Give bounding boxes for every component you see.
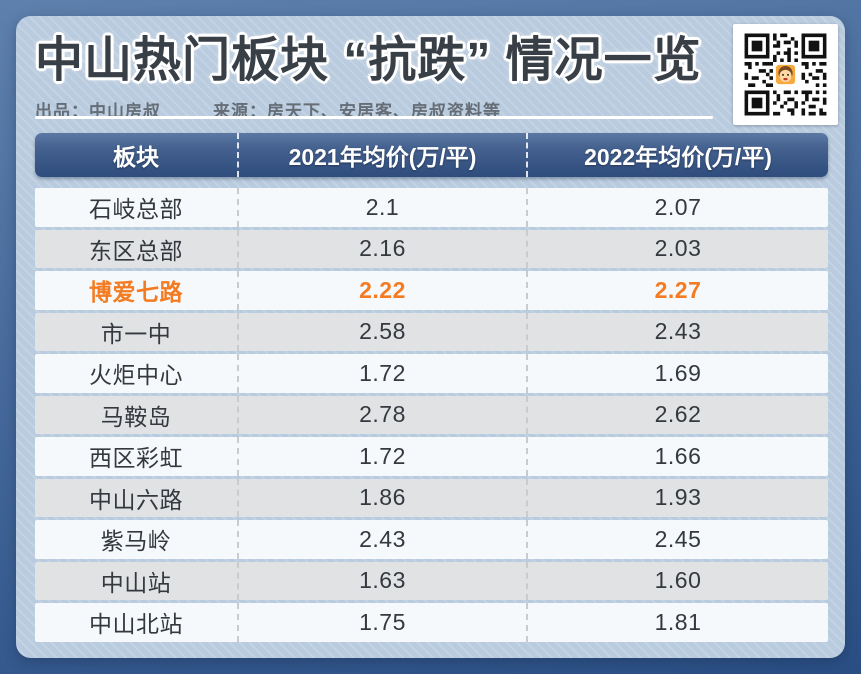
price-2022: 1.69 bbox=[526, 354, 828, 393]
sector-name: 博爱七路 bbox=[89, 279, 183, 306]
sector-name: 东区总部 bbox=[89, 237, 183, 264]
price-2021: 1.63 bbox=[237, 561, 526, 600]
price-2022: 2.43 bbox=[526, 312, 828, 351]
price-2022: 2.03 bbox=[526, 229, 828, 268]
table-row: 马鞍岛 2.78 2.62 bbox=[35, 395, 828, 434]
sector-name: 马鞍岛 bbox=[100, 403, 172, 430]
price-2021: 2.58 bbox=[237, 312, 526, 351]
price-2021: 1.72 bbox=[237, 437, 526, 476]
price-2021: 2.22 bbox=[237, 271, 526, 310]
price-2022: 2.27 bbox=[526, 271, 828, 310]
table-row: 西区彩虹 1.72 1.66 bbox=[35, 437, 828, 476]
sector-name: 西区彩虹 bbox=[89, 445, 183, 472]
price-2022: 2.45 bbox=[526, 520, 828, 559]
price-2021: 2.78 bbox=[237, 395, 526, 434]
table-row: 中山北站 1.75 1.81 bbox=[35, 603, 828, 642]
price-2022: 1.93 bbox=[526, 478, 828, 517]
table-header-row: 板块 2021年均价(万/平) 2022年均价(万/平) bbox=[35, 133, 828, 177]
price-2022: 2.07 bbox=[526, 188, 828, 227]
table-row: 中山六路 1.86 1.93 bbox=[35, 478, 828, 517]
table-row: 石岐总部 2.1 2.07 bbox=[35, 188, 828, 227]
qr-code-graphic bbox=[741, 30, 830, 119]
price-2021: 2.16 bbox=[237, 229, 526, 268]
column-header-sector: 板块 bbox=[113, 144, 159, 170]
page-title: 中山热门板块 “抗跌” 情况一览 bbox=[35, 34, 702, 87]
sector-name: 中山站 bbox=[100, 569, 172, 596]
qr-avatar bbox=[774, 63, 797, 86]
price-2022: 1.66 bbox=[526, 437, 828, 476]
title-divider bbox=[35, 116, 713, 119]
sector-name: 石岐总部 bbox=[89, 196, 183, 223]
table-row: 中山站 1.63 1.60 bbox=[35, 561, 828, 600]
column-header-2022-price: 2022年均价(万/平) bbox=[526, 133, 828, 177]
sector-name: 市一中 bbox=[100, 320, 172, 347]
price-2022: 1.60 bbox=[526, 561, 828, 600]
table-row: 紫马岭 2.43 2.45 bbox=[35, 520, 828, 559]
qr-code bbox=[733, 24, 838, 125]
price-2021: 1.75 bbox=[237, 603, 526, 642]
price-2021: 2.43 bbox=[237, 520, 526, 559]
table-row-highlighted: 博爱七路 2.22 2.27 bbox=[35, 271, 828, 310]
price-2021: 2.1 bbox=[237, 188, 526, 227]
price-2021: 1.72 bbox=[237, 354, 526, 393]
table-row: 市一中 2.58 2.43 bbox=[35, 312, 828, 351]
column-header-2021-price: 2021年均价(万/平) bbox=[237, 133, 526, 177]
table-row: 火炬中心 1.72 1.69 bbox=[35, 354, 828, 393]
sector-name: 中山北站 bbox=[89, 611, 183, 638]
price-2021: 1.86 bbox=[237, 478, 526, 517]
table-row: 东区总部 2.16 2.03 bbox=[35, 229, 828, 268]
price-2022: 1.81 bbox=[526, 603, 828, 642]
table-body: 石岐总部 2.1 2.07 东区总部 2.16 2.03 博爱七路 2.22 2… bbox=[35, 188, 828, 642]
sector-name: 火炬中心 bbox=[89, 362, 183, 389]
price-2022: 2.62 bbox=[526, 395, 828, 434]
sector-name: 中山六路 bbox=[89, 486, 183, 513]
sector-name: 紫马岭 bbox=[100, 528, 172, 555]
